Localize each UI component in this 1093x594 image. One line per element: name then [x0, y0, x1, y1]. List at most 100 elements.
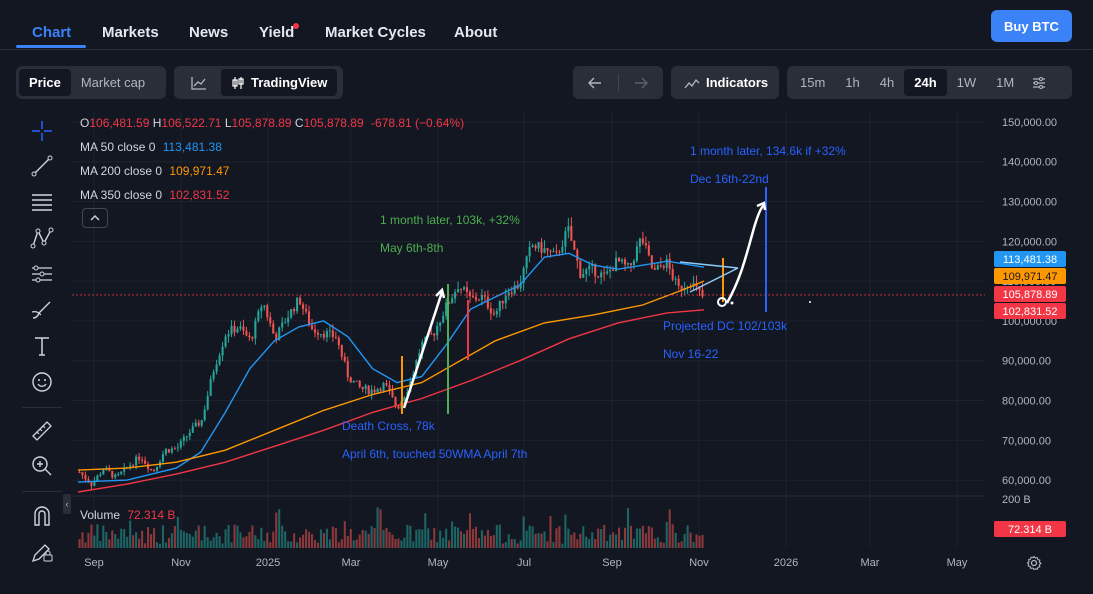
volume-bar [144, 543, 147, 548]
trend-line-tool[interactable] [28, 152, 56, 180]
candle-body [564, 231, 567, 247]
candle-body [352, 380, 355, 383]
zoom-tool[interactable] [28, 452, 56, 480]
candle-body [349, 377, 352, 383]
fib-tool[interactable] [28, 188, 56, 216]
redo-button[interactable] [622, 69, 660, 96]
candle-body [206, 395, 209, 410]
candle-body [278, 327, 281, 341]
candle-body [650, 255, 653, 269]
crosshair-tool[interactable] [28, 117, 56, 145]
candles-icon [232, 76, 244, 89]
magnet-tool[interactable] [28, 502, 56, 530]
volume-bar [516, 543, 519, 548]
pattern-tool[interactable] [28, 224, 56, 252]
volume-bar [251, 525, 254, 548]
candle-body [397, 406, 400, 409]
candle-body [290, 308, 293, 318]
moving-averages [77, 252, 705, 493]
volume-bar [206, 537, 209, 548]
ruler-tool[interactable] [28, 417, 56, 445]
candle-body [591, 263, 594, 266]
candle-body [537, 242, 540, 249]
volume-bar [161, 525, 165, 548]
volume-bar [510, 539, 513, 548]
tradingview-button[interactable]: TradingView [221, 69, 338, 96]
brush-tool[interactable] [28, 296, 56, 324]
candle-body [179, 440, 182, 448]
tab-news[interactable]: News [189, 24, 229, 41]
interval-15m[interactable]: 15m [800, 75, 826, 90]
volume-bar [400, 540, 403, 548]
candle-body [155, 466, 159, 471]
volume-bar [382, 529, 385, 548]
dot-marker [730, 301, 734, 305]
axis-settings-button[interactable] [1024, 553, 1044, 573]
candle-body [310, 325, 314, 330]
collapse-panel-handle[interactable]: ‹ [63, 494, 71, 514]
ma50-legend: MA 50 close 0 113,481.38 [80, 140, 222, 154]
indicators-button[interactable]: Indicators [674, 69, 778, 96]
price-button[interactable]: Price [19, 69, 71, 96]
price-tag-label: 109,971.47 [1002, 271, 1057, 283]
volume-bar [534, 533, 537, 548]
annotation-blue-3: Projected DC 102/103k [663, 319, 788, 333]
candle-body [597, 276, 600, 278]
tab-market-cycles[interactable]: Market Cycles [325, 24, 426, 41]
volume-bar [701, 534, 704, 548]
candle-body [603, 272, 606, 274]
volume-bar [304, 529, 308, 548]
price-tag [994, 303, 1066, 319]
chevron-up-icon [90, 215, 100, 221]
candle-body [665, 259, 668, 268]
candle-body [626, 263, 630, 265]
interval-4h[interactable]: 4h [879, 75, 895, 90]
emoji-tool[interactable] [28, 368, 56, 396]
candle-body [531, 245, 534, 247]
y-tick-label: 100,000.00 [1002, 316, 1057, 328]
volume-bar [626, 508, 630, 548]
candle-body [343, 356, 346, 362]
arrow-head-1 [435, 287, 446, 299]
volume-bar [322, 533, 325, 548]
candle-body [585, 269, 588, 274]
candle-body [617, 257, 621, 262]
tab-about[interactable]: About [454, 24, 498, 41]
candle-body [346, 361, 349, 378]
candle-body [460, 289, 463, 291]
volume-bar [635, 528, 638, 548]
y-tick-label: 120,000.00 [1002, 236, 1057, 248]
candle-body [504, 295, 507, 304]
x-tick-label: 2025 [256, 557, 280, 569]
buy-btc-button[interactable]: Buy BTC [991, 10, 1072, 42]
interval-1w[interactable]: 1W [956, 75, 977, 90]
candle-body [492, 313, 495, 315]
lock-drawings-tool[interactable] [28, 538, 56, 566]
tab-chart[interactable]: Chart [32, 24, 72, 41]
tab-markets[interactable]: Markets [102, 24, 159, 41]
forecast-tool[interactable] [28, 260, 56, 288]
undo-button[interactable] [576, 69, 614, 96]
candle-body [149, 468, 153, 470]
candle-body [376, 389, 379, 393]
tab-yield[interactable]: Yield [259, 24, 295, 41]
x-tick-label: Jul [517, 557, 531, 569]
interval-1h[interactable]: 1h [845, 75, 860, 90]
interval-1m[interactable]: 1M [996, 75, 1015, 90]
candle-body [147, 463, 150, 469]
candle-body [209, 378, 212, 396]
candle-body [674, 278, 677, 280]
price-tag [994, 268, 1066, 284]
interval-24h[interactable]: 24h [904, 69, 947, 96]
text-tool[interactable] [28, 332, 56, 360]
volume-bar [218, 536, 221, 548]
market-cap-button[interactable]: Market cap [80, 75, 146, 90]
ma350-legend: MA 350 close 0 102,831.52 [80, 188, 229, 202]
arrow-head-2 [756, 201, 767, 211]
collapse-legend-button[interactable] [82, 208, 108, 228]
candle-body [218, 355, 221, 365]
ma50-value: 113,481.38 [162, 140, 222, 154]
chart-settings-button[interactable] [1024, 69, 1054, 96]
change-value: -678.81 (−0.64%) [371, 116, 465, 130]
line-chart-button[interactable] [177, 69, 221, 96]
